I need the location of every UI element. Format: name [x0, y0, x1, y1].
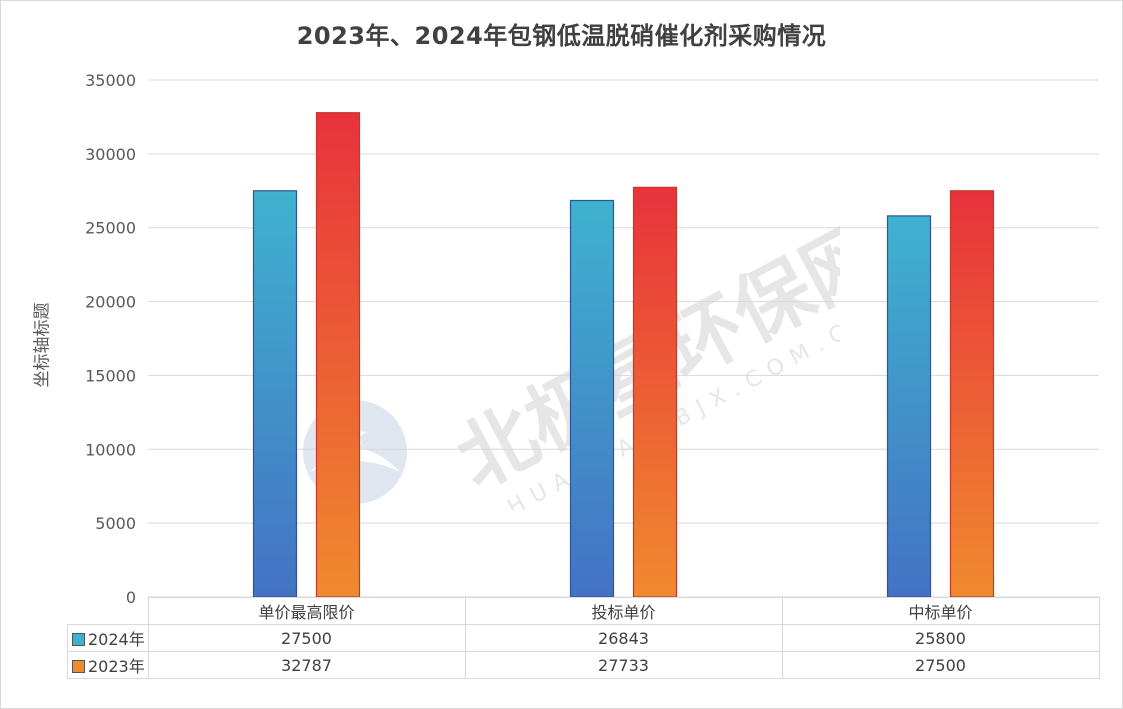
category-label: 单价最高限价	[147, 597, 466, 625]
table-cell: 27500	[147, 624, 466, 652]
legend-entry-2024: 2024年	[67, 624, 149, 652]
y-tick-label: 35000	[85, 71, 136, 90]
y-tick-label: 25000	[85, 219, 136, 238]
y-tick-label: 10000	[85, 440, 136, 459]
bar-2023-1	[632, 186, 678, 598]
table-cell: 27733	[464, 651, 783, 679]
bar-2023-0	[315, 112, 361, 598]
table-cell: 32787	[147, 651, 466, 679]
table-row-2024: 2024年 27500 26843 25800	[67, 624, 1100, 652]
bar-2024-1	[569, 199, 615, 598]
table-cell: 25800	[781, 624, 1100, 652]
y-tick-label: 20000	[85, 293, 136, 312]
y-tick-label: 15000	[85, 366, 136, 385]
table-cell: 26843	[464, 624, 783, 652]
legend-swatch-2024	[72, 633, 85, 646]
legend-label: 2024年	[88, 630, 145, 649]
category-label: 中标单价	[781, 597, 1100, 625]
chart-title: 2023年、2024年包钢低温脱硝催化剂采购情况	[296, 22, 827, 50]
bar-2024-0	[252, 190, 298, 598]
gridlines	[148, 79, 1099, 598]
bar-2024-2	[886, 215, 932, 598]
table-cell: 27500	[781, 651, 1100, 679]
category-label: 投标单价	[464, 597, 783, 625]
legend-swatch-2023	[72, 660, 85, 673]
bars	[252, 112, 995, 598]
table-corner	[67, 597, 149, 625]
legend-entry-2023: 2023年	[67, 651, 149, 679]
table-row-2023: 2023年 32787 27733 27500	[67, 651, 1100, 679]
bar-2023-2	[949, 190, 995, 598]
legend-label: 2023年	[88, 657, 145, 676]
table-header-row: 单价最高限价 投标单价 中标单价	[67, 597, 1100, 625]
data-table: 单价最高限价 投标单价 中标单价 2024年 27500 26843 25800…	[67, 597, 1100, 679]
y-tick-label: 30000	[85, 145, 136, 164]
y-tick-label: 5000	[95, 514, 136, 533]
